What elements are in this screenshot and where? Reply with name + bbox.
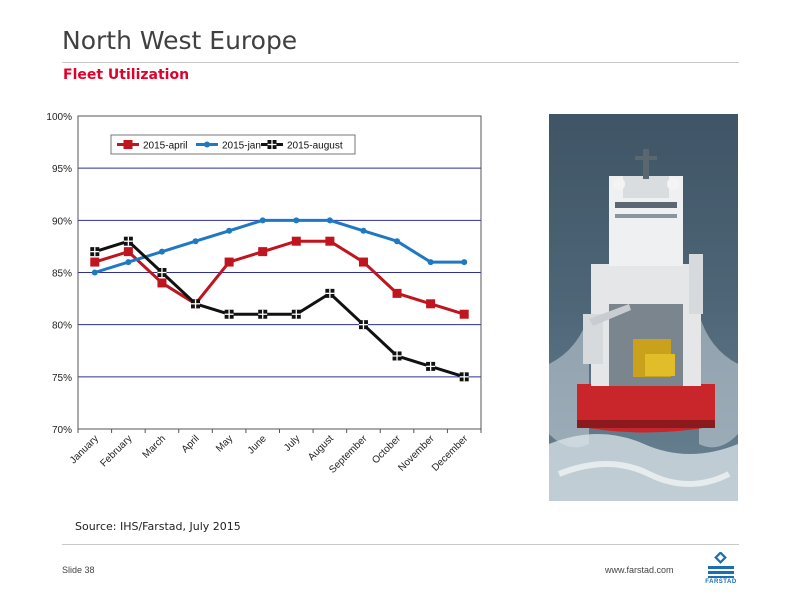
series-2015-jan-point	[125, 259, 132, 266]
legend-box	[110, 134, 356, 155]
x-tick-label: February	[98, 433, 134, 469]
series-line-2015-august	[94, 239, 465, 379]
x-tick-label: April	[180, 433, 202, 455]
series-line-2015-april	[94, 239, 465, 316]
series-2015-april-point	[123, 247, 133, 257]
y-tick-label: 90%	[52, 216, 72, 227]
series-2015-april-point	[358, 257, 368, 267]
x-tick-label: March	[141, 433, 168, 460]
legend-label: 2015-jan	[222, 141, 261, 152]
legend-label: 2015-april	[143, 141, 187, 152]
slide-number: Slide 38	[62, 565, 95, 575]
y-tick-label: 75%	[52, 373, 72, 384]
series-line-2015-jan	[94, 218, 465, 274]
x-tick-label: December	[430, 433, 471, 474]
series-2015-jan-point	[91, 269, 98, 276]
website-link[interactable]: www.farstad.com	[605, 565, 674, 575]
series-2015-april-point	[224, 257, 234, 267]
x-tick-label: June	[246, 433, 269, 456]
series-2015-april-point	[426, 299, 436, 309]
series-2015-jan-point	[158, 248, 165, 255]
series-2015-april-point	[291, 236, 301, 246]
series-2015-jan-point	[226, 227, 233, 234]
x-tick-label: May	[214, 433, 235, 454]
y-tick-label: 100%	[46, 112, 72, 123]
source-note: Source: IHS/Farstad, July 2015	[75, 520, 241, 533]
vessel-photo	[549, 114, 738, 501]
series-2015-april-point	[258, 247, 268, 257]
series-2015-april-point	[325, 236, 335, 246]
farstad-logo: FARSTAD	[704, 551, 738, 588]
logo-icon	[708, 551, 734, 578]
y-tick-label: 95%	[52, 164, 72, 175]
slide-title: North West Europe	[62, 26, 298, 55]
series-2015-april-point	[392, 288, 402, 298]
legend-label: 2015-august	[287, 141, 343, 152]
legend-2015-jan-point	[204, 141, 210, 148]
series-2015-jan-point	[259, 217, 266, 224]
series-2015-april-point	[459, 309, 469, 319]
legend-2015-april-point	[123, 140, 133, 149]
series-2015-jan-point	[326, 217, 333, 224]
logo-wordmark: FARSTAD	[705, 579, 737, 585]
series-2015-jan-point	[293, 217, 300, 224]
title-divider	[62, 62, 739, 63]
x-tick-label: October	[370, 433, 403, 466]
series-2015-april-point	[157, 278, 167, 288]
series-2015-jan-point	[192, 238, 199, 245]
footer-divider	[62, 544, 739, 545]
series-2015-jan-point	[394, 238, 401, 245]
series-2015-jan-point	[360, 227, 367, 234]
y-tick-label: 70%	[52, 425, 72, 436]
y-tick-label: 80%	[52, 321, 72, 332]
series-2015-jan-point	[461, 259, 468, 266]
y-tick-label: 85%	[52, 269, 72, 280]
x-tick-label: August	[306, 433, 336, 463]
slide-subtitle: Fleet Utilization	[63, 67, 190, 83]
series-2015-jan-point	[427, 259, 434, 266]
x-tick-label: January	[68, 433, 101, 466]
x-tick-label: July	[282, 433, 302, 453]
series-2015-april-point	[90, 257, 100, 267]
